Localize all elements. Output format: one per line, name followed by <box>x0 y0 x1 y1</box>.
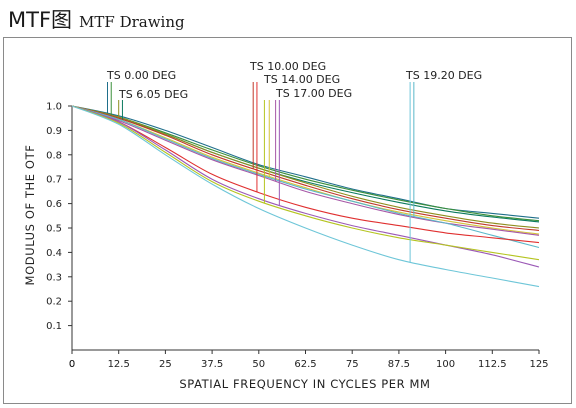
mtf-curve-9 <box>71 105 540 244</box>
x-origin-label: 0 <box>69 359 75 370</box>
y-tick-labels: 0.1 0.2 0.3 0.4 0.5 0.6 0.7 0.8 0.9 1.0 <box>46 102 72 332</box>
field-label-1: TS 0.00 DEG <box>106 69 176 82</box>
y-tick-label: 0.2 <box>46 297 62 308</box>
x-tick-label: 12.5 <box>108 359 130 370</box>
mtf-series-lines <box>71 105 540 288</box>
x-tick-label: 50 <box>252 359 265 370</box>
mtf-curve-12 <box>71 105 540 288</box>
x-tick-label: 37.5 <box>201 359 223 370</box>
y-tick-label: 0.8 <box>46 150 62 161</box>
field-label-2: TS 6.05 DEG <box>118 88 188 101</box>
page-title: MTF图 <box>8 8 73 32</box>
mtf-curve-11 <box>71 105 540 261</box>
y-tick-label: 1.0 <box>46 102 62 113</box>
chart-frame <box>3 37 572 404</box>
x-tick-label: 75 <box>346 359 359 370</box>
x-tick-label: 125 <box>529 359 548 370</box>
y-tick-label: 0.1 <box>46 321 62 332</box>
field-label-6: TS 19.20 DEG <box>405 69 482 82</box>
x-tick-label: 112.5 <box>478 359 507 370</box>
mtf-curve-7 <box>71 105 540 236</box>
y-tick-label: 0.9 <box>46 126 62 137</box>
title-bar: MTF图 MTF Drawing <box>8 4 185 34</box>
field-label-5: TS 17.00 DEG <box>275 87 352 100</box>
x-tick-label: 0 <box>69 359 75 370</box>
mtf-curve-5 <box>71 105 540 231</box>
x-axis-label: SPATIAL FREQUENCY IN CYCLES PER MM <box>179 377 430 391</box>
page-subtitle: MTF Drawing <box>79 13 185 31</box>
x-tick-label: 62.5 <box>294 359 316 370</box>
x-tick-label: 87.5 <box>388 359 410 370</box>
field-label-3: TS 10.00 DEG <box>249 60 326 73</box>
x-tick-label: 25 <box>159 359 172 370</box>
y-tick-label: 0.7 <box>46 175 62 186</box>
mtf-curve-10 <box>71 105 540 268</box>
mtf-curve-1 <box>71 105 540 219</box>
mtf-curve-6 <box>71 105 540 235</box>
mtf-curve-4 <box>71 105 540 229</box>
mtf-curve-2 <box>71 105 540 222</box>
y-tick-label: 0.3 <box>46 272 62 283</box>
x-tick-label: 100 <box>436 359 455 370</box>
field-label-4: TS 14.00 DEG <box>263 73 340 86</box>
mtf-curve-8 <box>71 105 540 249</box>
y-tick-label: 0.4 <box>46 248 62 259</box>
y-tick-label: 0.6 <box>46 199 62 210</box>
y-axis-label: MODULUS OF THE OTF <box>23 145 37 286</box>
mtf-curve-3 <box>71 105 540 223</box>
y-tick-label: 0.5 <box>46 224 62 235</box>
